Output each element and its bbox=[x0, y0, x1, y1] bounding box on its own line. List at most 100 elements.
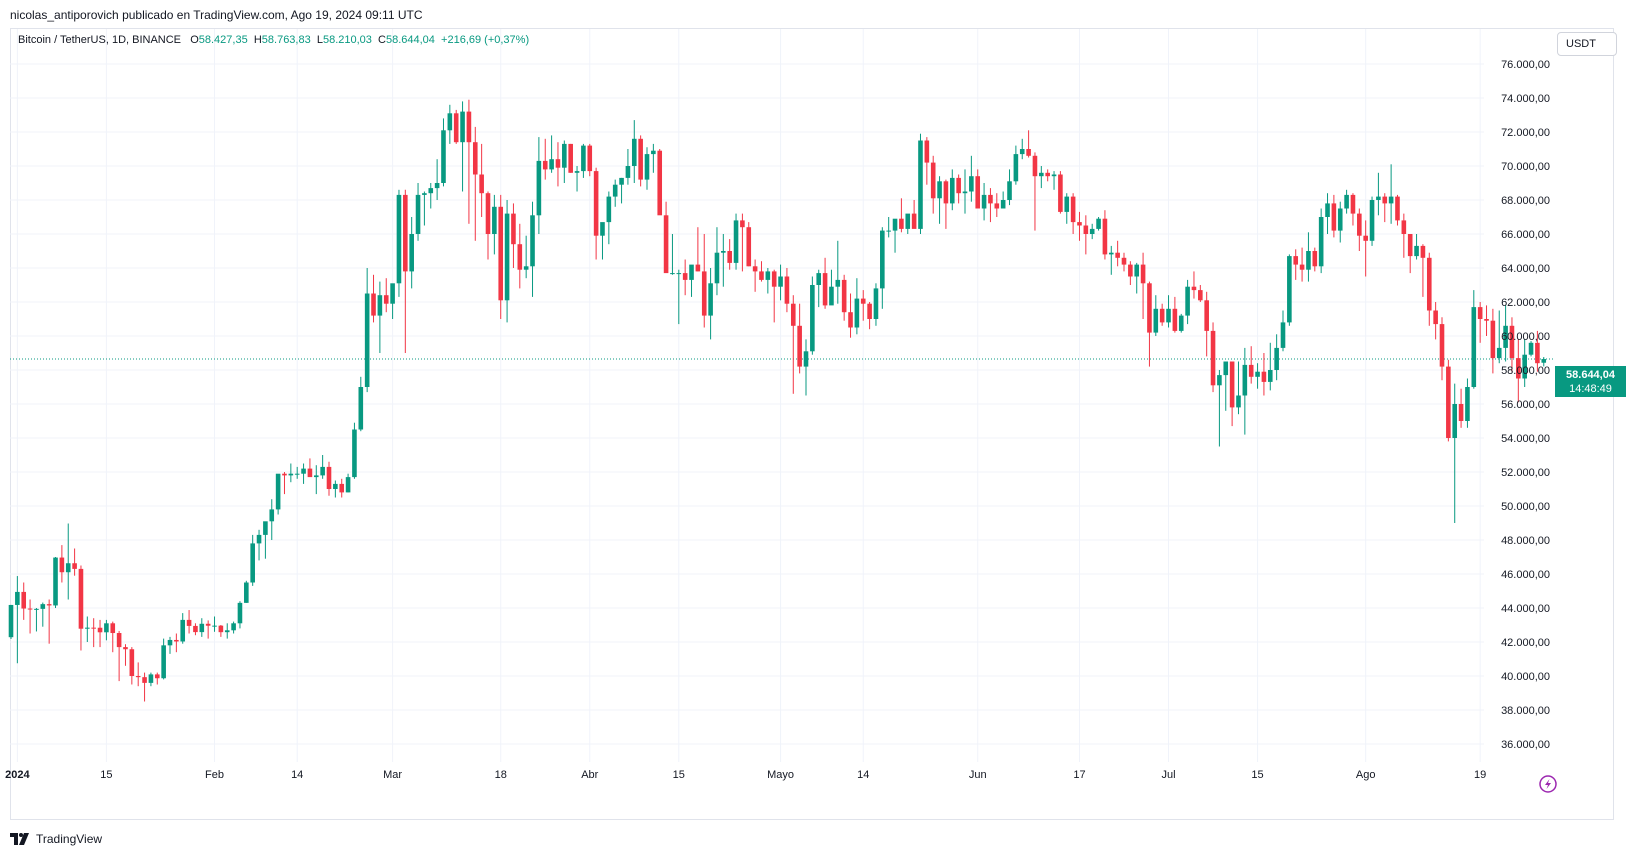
candle bbox=[154, 672, 160, 685]
candle-body bbox=[263, 521, 268, 535]
candle bbox=[1446, 359, 1451, 442]
candle bbox=[224, 623, 230, 639]
candle bbox=[1280, 310, 1286, 352]
candle bbox=[186, 610, 192, 634]
candle bbox=[631, 120, 637, 183]
candle-body bbox=[625, 166, 631, 178]
currency-button[interactable]: USDT bbox=[1557, 32, 1617, 56]
candle bbox=[441, 118, 446, 187]
candle-body bbox=[224, 630, 230, 633]
y-tick-label: 60.000,00 bbox=[1501, 331, 1550, 343]
candle-body bbox=[1376, 196, 1381, 200]
candle-body bbox=[320, 466, 325, 476]
footer-brand[interactable]: TradingView bbox=[10, 832, 102, 846]
candle bbox=[434, 159, 440, 200]
candle-body bbox=[746, 227, 752, 267]
candle-body bbox=[1064, 196, 1070, 212]
candle-body bbox=[1325, 203, 1330, 217]
y-tick-label: 50.000,00 bbox=[1501, 501, 1550, 513]
candle-body bbox=[1217, 375, 1222, 386]
candle-body bbox=[943, 181, 949, 204]
x-tick-label: 14 bbox=[291, 769, 303, 781]
open-label: O bbox=[190, 34, 199, 46]
candle bbox=[1414, 234, 1419, 260]
candle bbox=[294, 466, 300, 479]
candle bbox=[638, 135, 643, 187]
candle-body bbox=[657, 150, 663, 216]
price-axis: 36.000,00 38.000,00 40.000,00 42.000,00 44.0… bbox=[1501, 59, 1550, 751]
candle-body bbox=[371, 293, 376, 316]
candle bbox=[759, 261, 764, 282]
candle bbox=[536, 137, 542, 234]
candle bbox=[625, 149, 631, 185]
candle bbox=[1013, 145, 1019, 185]
candle bbox=[1210, 322, 1216, 393]
candle bbox=[396, 189, 402, 297]
candle bbox=[288, 463, 294, 483]
x-tick-label: Mar bbox=[383, 769, 402, 781]
candle-body bbox=[104, 623, 109, 633]
candle bbox=[1433, 302, 1438, 340]
candle-body bbox=[339, 483, 345, 493]
candle bbox=[1363, 220, 1368, 277]
candle-body bbox=[1458, 404, 1464, 421]
candle-body bbox=[593, 171, 599, 236]
candle bbox=[1496, 310, 1502, 364]
candle-body bbox=[1229, 361, 1235, 408]
candle-body bbox=[1166, 308, 1171, 323]
candle-body bbox=[771, 271, 777, 287]
candle-body bbox=[364, 293, 370, 387]
candle bbox=[116, 630, 122, 682]
candle bbox=[383, 278, 389, 313]
candle-body bbox=[911, 213, 917, 229]
candle bbox=[1045, 169, 1050, 182]
candle-body bbox=[403, 194, 408, 272]
candle bbox=[1115, 240, 1120, 267]
y-tick-label: 74.000,00 bbox=[1501, 93, 1550, 105]
candle bbox=[1337, 201, 1343, 243]
candle-body bbox=[638, 138, 643, 180]
candle bbox=[180, 613, 186, 644]
candle-body bbox=[1522, 354, 1527, 379]
candle bbox=[27, 599, 33, 634]
candle-body bbox=[269, 509, 275, 522]
candle-body bbox=[65, 563, 71, 573]
candle-body bbox=[587, 145, 593, 172]
candle-body bbox=[1350, 194, 1356, 214]
candle-body bbox=[530, 215, 535, 267]
candle bbox=[555, 142, 561, 187]
brand-name: TradingView bbox=[36, 832, 103, 846]
candle bbox=[810, 276, 815, 355]
candle-body bbox=[85, 627, 90, 629]
candle bbox=[1535, 330, 1540, 372]
candle bbox=[422, 191, 427, 226]
candle bbox=[1274, 334, 1279, 381]
candle-body bbox=[218, 625, 224, 633]
candle-body bbox=[701, 271, 707, 316]
candle-body bbox=[78, 568, 84, 629]
candle-body bbox=[918, 140, 923, 229]
candle bbox=[1096, 217, 1101, 231]
candle-body bbox=[193, 625, 198, 633]
candle bbox=[1471, 290, 1477, 389]
candle-body bbox=[472, 142, 478, 175]
candle-body bbox=[816, 273, 822, 285]
candle bbox=[956, 174, 961, 204]
candle-body bbox=[161, 645, 166, 679]
candle bbox=[841, 274, 847, 321]
candle-body bbox=[1306, 251, 1311, 270]
candle bbox=[453, 109, 459, 144]
candle bbox=[352, 422, 357, 479]
candle bbox=[1089, 223, 1095, 240]
candle bbox=[59, 545, 65, 583]
candle-body bbox=[581, 145, 586, 172]
symbol-label[interactable]: Bitcoin / TetherUS, 1D, BINANCE bbox=[18, 34, 182, 46]
lightning-alert-icon[interactable] bbox=[1539, 775, 1557, 793]
candle bbox=[587, 143, 593, 177]
candle-body bbox=[1223, 361, 1229, 376]
candle-body bbox=[568, 143, 573, 173]
candle-body bbox=[905, 213, 911, 229]
candle-body bbox=[956, 177, 961, 194]
candle bbox=[1325, 193, 1330, 234]
